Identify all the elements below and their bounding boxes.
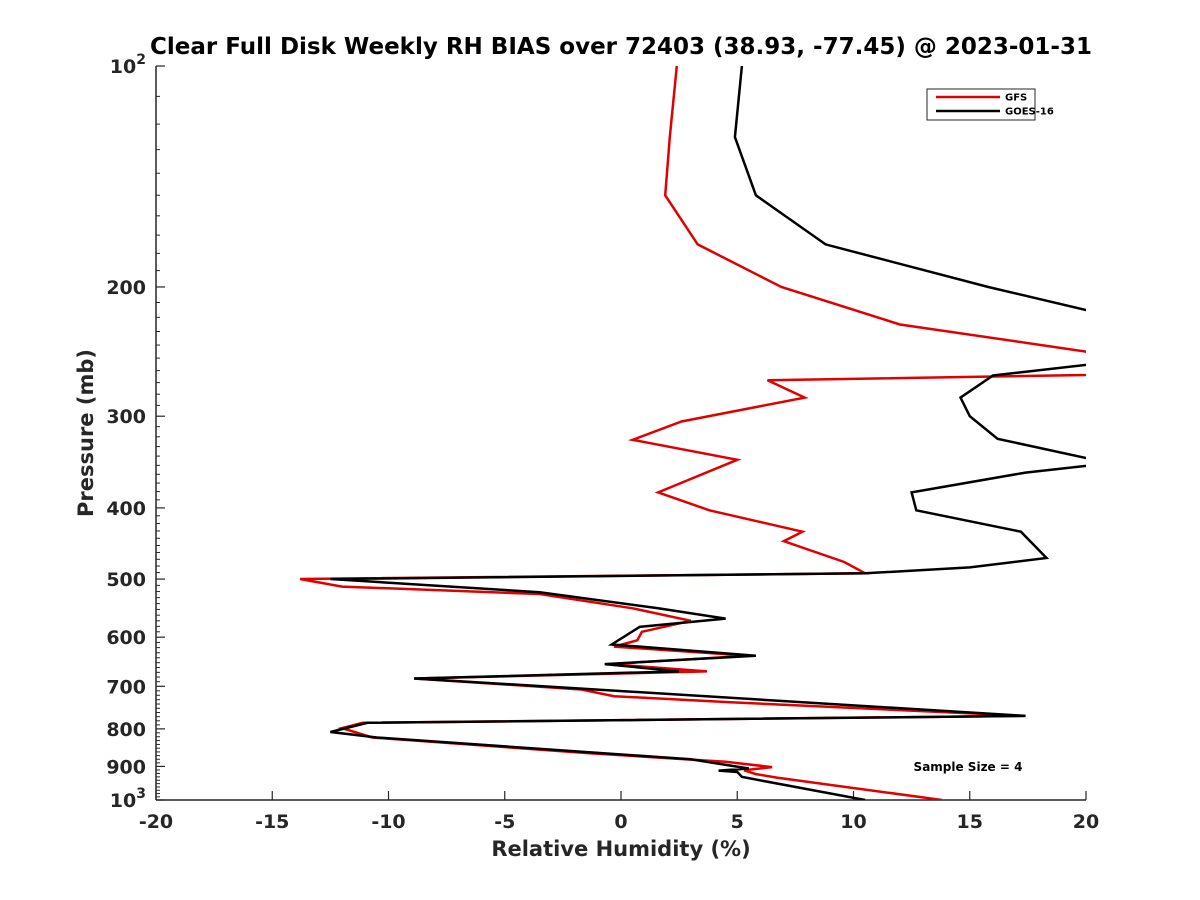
axes: -20 -15 -10 -5 0 5 10 15 20 102 200 300 400 500 600 700… bbox=[106, 52, 1099, 833]
series-line-goes-16 bbox=[330, 66, 1086, 800]
legend-label: GFS bbox=[1005, 93, 1027, 104]
x-tick-label: 15 bbox=[957, 811, 983, 833]
legend-box bbox=[926, 88, 1036, 121]
y-tick-label: 103 bbox=[110, 786, 146, 812]
y-tick-label: 900 bbox=[106, 756, 146, 778]
y-tick-label: 800 bbox=[106, 719, 146, 741]
y-tick-label: 500 bbox=[106, 569, 146, 591]
x-tick-label: -20 bbox=[139, 811, 173, 833]
x-tick-label: 0 bbox=[614, 811, 627, 833]
y-tick-label: 400 bbox=[106, 498, 146, 520]
legend: GFS GOES-16 bbox=[926, 88, 1054, 121]
x-tick-label: -10 bbox=[371, 811, 405, 833]
chart-title: Clear Full Disk Weekly RH BIAS over 7240… bbox=[150, 34, 1092, 60]
x-tick-label: 20 bbox=[1073, 811, 1099, 833]
series-layer bbox=[299, 66, 1086, 800]
y-tick-label: 600 bbox=[106, 627, 146, 649]
legend-label: GOES-16 bbox=[1005, 107, 1054, 118]
y-tick-label: 700 bbox=[106, 676, 146, 698]
x-tick-label: -15 bbox=[255, 811, 289, 833]
x-tick-label: -5 bbox=[494, 811, 515, 833]
y-tick-label: 200 bbox=[106, 277, 146, 299]
y-tick-label: 300 bbox=[106, 406, 146, 428]
sample-size-annotation: Sample Size = 4 bbox=[914, 760, 1023, 774]
series-line-gfs bbox=[299, 66, 1086, 800]
x-axis-label: Relative Humidity (%) bbox=[491, 837, 750, 861]
y-axis-label: Pressure (mb) bbox=[74, 349, 98, 517]
x-tick-label: 10 bbox=[840, 811, 866, 833]
x-tick-label: 5 bbox=[731, 811, 744, 833]
y-tick-label: 102 bbox=[110, 52, 146, 78]
